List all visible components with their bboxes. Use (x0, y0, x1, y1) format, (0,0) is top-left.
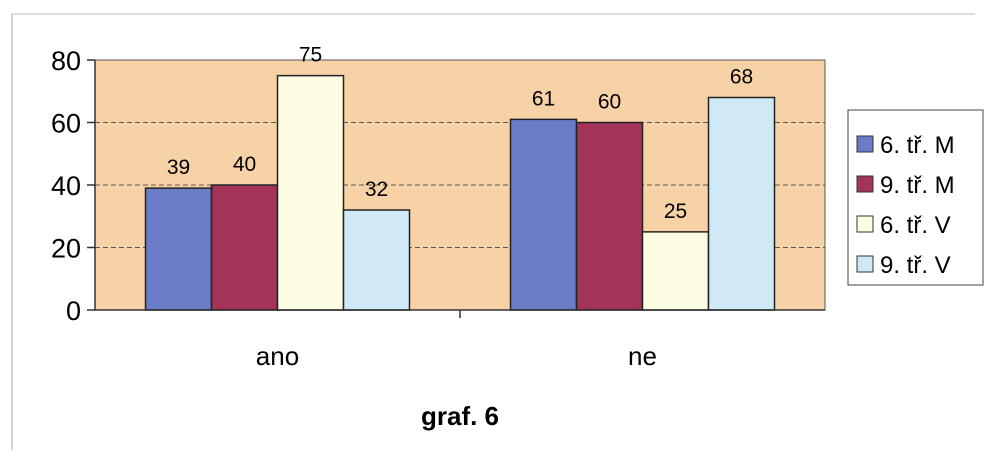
legend-swatch (856, 255, 874, 273)
chart-caption: graf. 6 (421, 401, 499, 431)
bar (210, 184, 279, 311)
bar (342, 209, 411, 311)
data-label: 61 (532, 87, 555, 110)
legend-swatch (856, 135, 874, 153)
y-tick-label: 20 (51, 234, 81, 264)
bar (144, 187, 213, 311)
data-label: 32 (365, 178, 388, 201)
y-tick-label: 0 (66, 296, 81, 326)
legend-swatch (856, 215, 874, 233)
data-label: 75 (299, 44, 322, 67)
legend-label: 9. tř. M (880, 172, 955, 199)
bar (509, 118, 578, 311)
bars (144, 74, 776, 311)
legend-label: 9. tř. V (880, 252, 951, 279)
y-tick-labels: 0 20 40 60 80 (51, 46, 81, 326)
y-tick-label: 80 (51, 46, 81, 76)
data-label: 40 (233, 153, 256, 176)
legend-label: 6. tř. M (880, 132, 955, 159)
legend: 6. tř. M 9. tř. M 6. tř. V 9. tř. V (847, 109, 984, 286)
data-labels: 39 40 75 32 61 60 25 68 (167, 44, 753, 223)
x-tick-label: ano (256, 341, 299, 371)
x-tick-labels: ano ne (256, 341, 657, 371)
bar (641, 231, 710, 311)
x-tick-label: ne (628, 341, 657, 371)
axes (87, 59, 825, 318)
bar (575, 121, 644, 311)
data-label: 39 (167, 156, 190, 179)
bar (276, 74, 345, 311)
data-label: 25 (664, 200, 687, 223)
data-label: 68 (730, 66, 753, 89)
legend-swatch (856, 175, 874, 193)
bar (707, 96, 776, 311)
y-tick-label: 40 (51, 171, 81, 201)
data-label: 60 (598, 91, 621, 114)
legend-label: 6. tř. V (880, 212, 951, 239)
y-tick-label: 60 (51, 109, 81, 139)
